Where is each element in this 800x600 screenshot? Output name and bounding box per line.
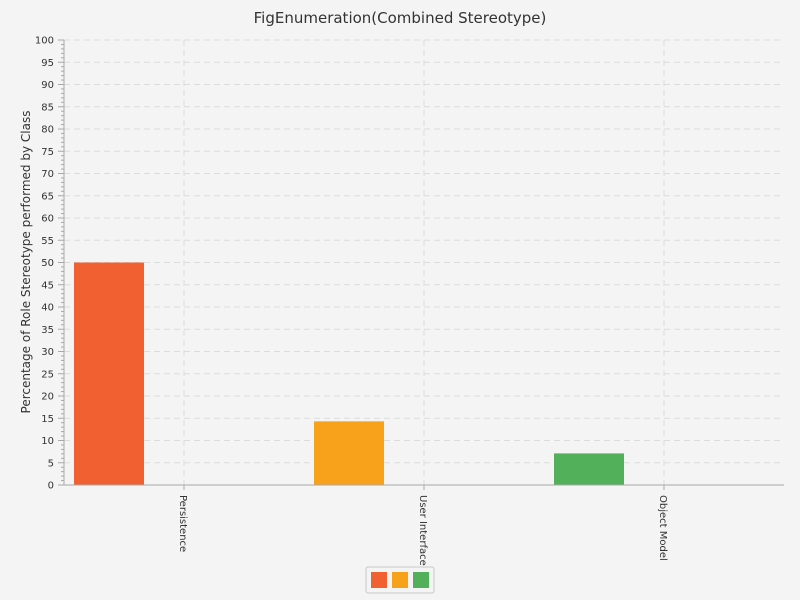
y-axis-title: Percentage of Role Stereotype performed … [19,111,33,414]
bar-user-interface [314,421,384,485]
y-tick-label: 90 [41,80,54,91]
y-tick-label: 30 [41,347,54,358]
y-tick-label: 95 [41,58,54,69]
y-tick-label: 10 [41,436,54,447]
y-tick-label: 40 [41,303,54,314]
bars [74,262,624,485]
legend-swatch [371,572,387,588]
bar-object-model [554,453,624,485]
bar-persistence [74,262,144,485]
y-tick-label: 35 [41,325,54,336]
legend-swatch [392,572,408,588]
y-tick-label: 45 [41,280,54,291]
axis-labels: 0 5 10 15 20 25 30 35 40 45 50 55 60 65 70 75 80 85 90 95 10… [35,36,668,566]
y-tick-label: 25 [41,369,54,380]
y-tick-label: 80 [41,125,54,136]
y-tick-label: 100 [35,36,54,47]
legend-swatch [413,572,429,588]
x-category-label: Object Model [657,495,668,561]
y-tick-label: 5 [48,458,54,469]
y-tick-label: 50 [41,258,54,269]
y-tick-label: 65 [41,191,54,202]
y-tick-label: 85 [41,102,54,113]
axes [58,39,784,490]
legend [365,566,435,594]
x-category-label: User Interface [417,495,428,566]
y-tick-label: 75 [41,147,54,158]
y-tick-label: 15 [41,414,54,425]
grid-lines [64,39,784,485]
x-category-label: Persistence [177,495,188,552]
chart-title: FigEnumeration(Combined Stereotype) [254,9,547,27]
y-tick-label: 0 [48,481,54,492]
y-tick-label: 55 [41,236,54,247]
y-tick-label: 20 [41,392,54,403]
y-tick-label: 70 [41,169,54,180]
y-tick-label: 60 [41,214,54,225]
